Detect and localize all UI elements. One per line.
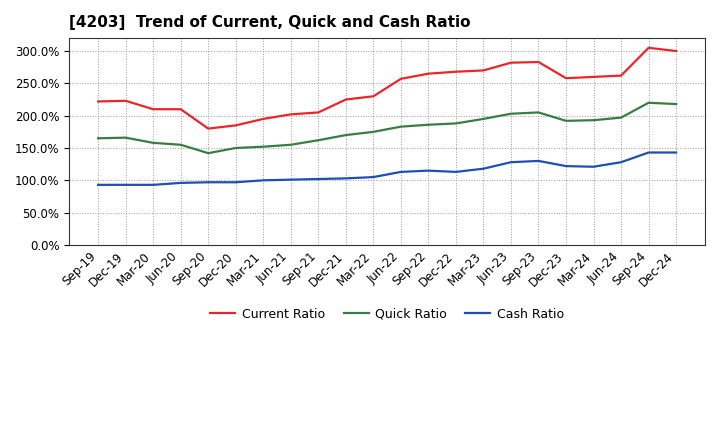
Current Ratio xyxy=(231,123,240,128)
Cash Ratio xyxy=(314,176,323,182)
Current Ratio xyxy=(534,59,543,65)
Current Ratio xyxy=(617,73,626,78)
Quick Ratio xyxy=(341,132,350,138)
Current Ratio xyxy=(314,110,323,115)
Cash Ratio xyxy=(259,178,268,183)
Quick Ratio xyxy=(176,142,185,147)
Cash Ratio xyxy=(149,182,158,187)
Quick Ratio xyxy=(369,129,378,135)
Quick Ratio xyxy=(617,115,626,120)
Quick Ratio xyxy=(204,150,212,156)
Quick Ratio xyxy=(149,140,158,146)
Current Ratio xyxy=(479,68,487,73)
Quick Ratio xyxy=(451,121,460,126)
Current Ratio xyxy=(644,45,653,51)
Current Ratio xyxy=(204,126,212,131)
Cash Ratio xyxy=(231,180,240,185)
Quick Ratio xyxy=(672,101,680,106)
Cash Ratio xyxy=(562,163,570,169)
Cash Ratio xyxy=(94,182,102,187)
Current Ratio xyxy=(369,94,378,99)
Quick Ratio xyxy=(259,144,268,149)
Quick Ratio xyxy=(94,136,102,141)
Cash Ratio xyxy=(369,174,378,180)
Quick Ratio xyxy=(122,135,130,140)
Quick Ratio xyxy=(397,124,405,129)
Quick Ratio xyxy=(589,117,598,123)
Quick Ratio xyxy=(644,100,653,106)
Cash Ratio xyxy=(451,169,460,175)
Cash Ratio xyxy=(122,182,130,187)
Current Ratio xyxy=(589,74,598,80)
Quick Ratio xyxy=(231,145,240,150)
Quick Ratio xyxy=(314,138,323,143)
Quick Ratio xyxy=(534,110,543,115)
Quick Ratio xyxy=(287,142,295,147)
Cash Ratio xyxy=(672,150,680,155)
Current Ratio xyxy=(341,97,350,102)
Current Ratio xyxy=(176,106,185,112)
Current Ratio xyxy=(94,99,102,104)
Quick Ratio xyxy=(507,111,516,116)
Line: Quick Ratio: Quick Ratio xyxy=(98,103,676,153)
Current Ratio xyxy=(672,48,680,54)
Cash Ratio xyxy=(424,168,433,173)
Quick Ratio xyxy=(479,116,487,121)
Text: [4203]  Trend of Current, Quick and Cash Ratio: [4203] Trend of Current, Quick and Cash … xyxy=(69,15,471,30)
Cash Ratio xyxy=(534,158,543,164)
Current Ratio xyxy=(397,76,405,81)
Cash Ratio xyxy=(204,180,212,185)
Current Ratio xyxy=(562,76,570,81)
Current Ratio xyxy=(507,60,516,65)
Cash Ratio xyxy=(644,150,653,155)
Cash Ratio xyxy=(341,176,350,181)
Current Ratio xyxy=(122,98,130,103)
Line: Current Ratio: Current Ratio xyxy=(98,48,676,128)
Cash Ratio xyxy=(397,169,405,175)
Cash Ratio xyxy=(176,180,185,186)
Current Ratio xyxy=(149,106,158,112)
Legend: Current Ratio, Quick Ratio, Cash Ratio: Current Ratio, Quick Ratio, Cash Ratio xyxy=(205,303,569,326)
Current Ratio xyxy=(287,112,295,117)
Current Ratio xyxy=(451,69,460,74)
Current Ratio xyxy=(424,71,433,76)
Quick Ratio xyxy=(562,118,570,124)
Line: Cash Ratio: Cash Ratio xyxy=(98,153,676,185)
Cash Ratio xyxy=(507,160,516,165)
Quick Ratio xyxy=(424,122,433,127)
Cash Ratio xyxy=(287,177,295,182)
Cash Ratio xyxy=(479,166,487,171)
Cash Ratio xyxy=(617,160,626,165)
Cash Ratio xyxy=(589,164,598,169)
Current Ratio xyxy=(259,116,268,121)
